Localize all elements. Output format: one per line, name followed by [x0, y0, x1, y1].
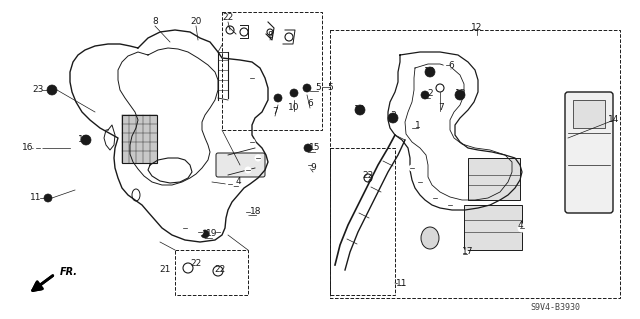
Bar [573, 100, 605, 128]
Bar [122, 115, 157, 163]
Text: 7: 7 [272, 108, 278, 116]
Circle shape [398, 281, 406, 289]
Text: 13: 13 [455, 90, 467, 99]
Text: 19: 19 [206, 229, 218, 239]
Text: 22: 22 [214, 265, 226, 275]
Circle shape [182, 225, 188, 231]
Text: 13: 13 [355, 105, 365, 114]
Circle shape [245, 167, 251, 173]
Circle shape [425, 67, 435, 77]
Circle shape [388, 113, 398, 123]
Circle shape [215, 229, 221, 235]
Text: 2: 2 [427, 90, 433, 99]
Ellipse shape [421, 227, 439, 249]
Text: 9: 9 [310, 164, 316, 173]
Text: 10: 10 [288, 102, 300, 112]
Circle shape [303, 84, 311, 92]
Text: 1: 1 [415, 121, 421, 130]
Text: 16: 16 [22, 144, 34, 152]
Bar [330, 148, 395, 295]
Text: 11: 11 [30, 194, 42, 203]
Circle shape [248, 74, 256, 82]
Text: 11: 11 [396, 278, 408, 287]
Circle shape [249, 139, 255, 145]
Circle shape [201, 230, 209, 238]
Text: 5: 5 [315, 83, 321, 92]
Text: 10: 10 [424, 66, 436, 76]
Circle shape [304, 144, 312, 152]
Circle shape [245, 209, 251, 215]
Text: 8: 8 [152, 18, 158, 26]
Text: 4: 4 [235, 177, 241, 187]
FancyBboxPatch shape [216, 153, 265, 177]
Circle shape [44, 194, 52, 202]
Circle shape [197, 229, 203, 235]
Bar [468, 158, 520, 200]
Text: 4: 4 [517, 220, 523, 229]
Circle shape [410, 123, 420, 133]
Bar [330, 30, 620, 298]
Text: 6: 6 [448, 61, 454, 70]
Circle shape [81, 135, 91, 145]
Text: 7: 7 [438, 103, 444, 113]
Text: 14: 14 [608, 115, 620, 124]
Circle shape [274, 94, 282, 102]
Circle shape [34, 144, 42, 152]
Circle shape [455, 90, 465, 100]
Circle shape [355, 105, 365, 115]
Text: 22: 22 [362, 170, 374, 180]
Circle shape [307, 162, 313, 168]
FancyBboxPatch shape [565, 92, 613, 213]
Circle shape [290, 89, 298, 97]
Circle shape [447, 202, 453, 208]
Text: 6: 6 [307, 100, 313, 108]
Circle shape [417, 179, 423, 185]
Text: 21: 21 [159, 265, 171, 275]
Circle shape [461, 250, 469, 258]
Text: 20: 20 [190, 18, 202, 26]
Text: 8: 8 [267, 32, 273, 41]
Bar [464, 205, 522, 250]
Bar [175, 250, 248, 295]
Text: 5: 5 [327, 83, 333, 92]
Text: 22: 22 [222, 13, 234, 23]
Circle shape [226, 180, 234, 188]
Circle shape [432, 195, 438, 201]
Text: 18: 18 [250, 207, 262, 217]
Text: S9V4-B3930: S9V4-B3930 [530, 303, 580, 313]
Text: 17: 17 [78, 136, 90, 145]
Circle shape [444, 61, 452, 69]
Circle shape [421, 91, 429, 99]
Circle shape [47, 85, 57, 95]
Text: 12: 12 [471, 24, 483, 33]
Text: 15: 15 [309, 144, 321, 152]
Circle shape [518, 224, 526, 232]
Circle shape [255, 155, 261, 161]
Circle shape [409, 165, 415, 171]
Bar [222, 12, 322, 130]
Text: FR.: FR. [60, 267, 78, 277]
Text: 17: 17 [462, 248, 474, 256]
Text: 3: 3 [390, 110, 396, 120]
Text: 22: 22 [190, 259, 202, 269]
Text: 23: 23 [32, 85, 44, 94]
